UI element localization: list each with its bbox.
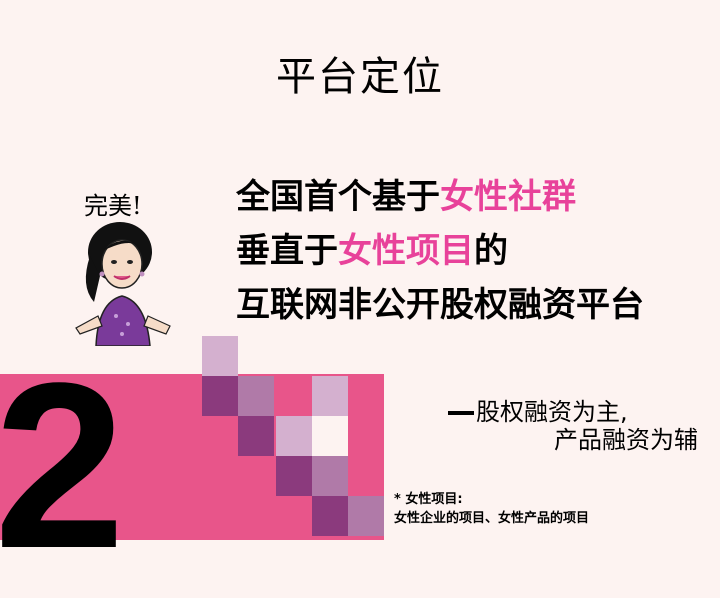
- deco-square: [348, 496, 384, 536]
- deco-square: [312, 496, 348, 536]
- headline-line-2: 垂直于女性项目的: [236, 224, 644, 278]
- slide-title: 平台定位: [276, 54, 444, 100]
- subline-2: 产品融资为辅: [554, 426, 698, 454]
- headline: 全国首个基于女性社群 垂直于女性项目的 互联网非公开股权融资平台: [236, 170, 644, 332]
- deco-square: [202, 336, 238, 376]
- headline-text: 垂直于: [236, 231, 338, 271]
- headline-text: 全国首个基于: [236, 177, 440, 217]
- band-cutout: [384, 374, 720, 540]
- deco-square: [276, 456, 312, 496]
- dash-mark: [448, 411, 474, 415]
- deco-square: [312, 456, 348, 496]
- headline-highlight: 女性社群: [440, 177, 576, 217]
- deco-square: [312, 416, 348, 456]
- footnote-line-2: 女性企业的项目、女性产品的项目: [394, 511, 590, 526]
- footnote-line-1: * 女性项目:: [394, 492, 463, 507]
- subline-1-text: 股权融资为主,: [476, 398, 628, 426]
- deco-square: [238, 376, 274, 416]
- headline-line-1: 全国首个基于女性社群: [236, 170, 644, 224]
- headline-highlight: 女性项目: [338, 231, 474, 271]
- woman-cartoon-icon: [75, 222, 171, 346]
- deco-square: [348, 416, 384, 456]
- big-number: 2: [0, 334, 126, 598]
- deco-square: [276, 416, 312, 456]
- deco-square: [238, 416, 274, 456]
- deco-square: [312, 376, 348, 416]
- subline-1: 股权融资为主,: [448, 392, 628, 427]
- exclaim-text: 完美!: [84, 192, 142, 220]
- footnote: * 女性项目: 女性企业的项目、女性产品的项目: [394, 490, 589, 528]
- deco-square: [202, 376, 238, 416]
- headline-text: 的: [474, 231, 508, 271]
- headline-line-3: 互联网非公开股权融资平台: [236, 285, 644, 325]
